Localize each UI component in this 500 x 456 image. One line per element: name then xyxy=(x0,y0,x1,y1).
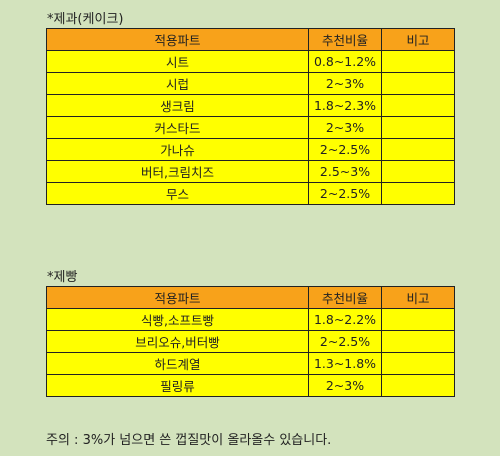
table-row: 가나슈 2~2.5% xyxy=(46,138,455,161)
note-cell xyxy=(381,352,455,375)
part-cell: 식빵,소프트빵 xyxy=(46,308,309,331)
ratio-cell: 2~3% xyxy=(308,116,382,139)
header-note: 비고 xyxy=(381,28,455,51)
ratio-cell: 2~2.5% xyxy=(308,138,382,161)
header-ratio: 추천비율 xyxy=(308,28,382,51)
part-cell: 시럽 xyxy=(46,72,309,95)
note-cell xyxy=(381,160,455,183)
table-header-row: 적용파트 추천비율 비고 xyxy=(46,286,455,309)
part-cell: 생크림 xyxy=(46,94,309,117)
note-cell xyxy=(381,330,455,353)
table-row: 브리오슈,버터빵 2~2.5% xyxy=(46,330,455,353)
header-part: 적용파트 xyxy=(46,286,309,309)
part-cell: 버터,크림치즈 xyxy=(46,160,309,183)
note-cell xyxy=(381,374,455,397)
table-row: 무스 2~2.5% xyxy=(46,182,455,205)
table-row: 식빵,소프트빵 1.8~2.2% xyxy=(46,308,455,331)
table-row: 커스타드 2~3% xyxy=(46,116,455,139)
ratio-cell: 1.8~2.3% xyxy=(308,94,382,117)
header-part: 적용파트 xyxy=(46,28,309,51)
header-note: 비고 xyxy=(381,286,455,309)
part-cell: 무스 xyxy=(46,182,309,205)
note-cell xyxy=(381,308,455,331)
section-cake-title: *제과(케이크) xyxy=(47,12,124,27)
cake-ratio-table: 적용파트 추천비율 비고 시트 0.8~1.2% 시럽 2~3% 생크림 1.8… xyxy=(46,28,455,205)
table-header-row: 적용파트 추천비율 비고 xyxy=(46,28,455,51)
caution-note: 주의 : 3%가 넘으면 쓴 껍질맛이 올라올수 있습니다. xyxy=(46,433,332,448)
ratio-cell: 0.8~1.2% xyxy=(308,50,382,73)
table-row: 생크림 1.8~2.3% xyxy=(46,94,455,117)
part-cell: 필링류 xyxy=(46,374,309,397)
part-cell: 시트 xyxy=(46,50,309,73)
table-row: 시럽 2~3% xyxy=(46,72,455,95)
part-cell: 브리오슈,버터빵 xyxy=(46,330,309,353)
table-row: 시트 0.8~1.2% xyxy=(46,50,455,73)
table-row: 버터,크림치즈 2.5~3% xyxy=(46,160,455,183)
part-cell: 커스타드 xyxy=(46,116,309,139)
note-cell xyxy=(381,72,455,95)
bread-ratio-table: 적용파트 추천비율 비고 식빵,소프트빵 1.8~2.2% 브리오슈,버터빵 2… xyxy=(46,286,455,397)
part-cell: 가나슈 xyxy=(46,138,309,161)
note-cell xyxy=(381,182,455,205)
note-cell xyxy=(381,138,455,161)
section-bread-title: *제빵 xyxy=(47,270,78,285)
part-cell: 하드계열 xyxy=(46,352,309,375)
table-row: 하드계열 1.3~1.8% xyxy=(46,352,455,375)
note-cell xyxy=(381,116,455,139)
ratio-cell: 2~2.5% xyxy=(308,330,382,353)
ratio-cell: 2~3% xyxy=(308,374,382,397)
note-cell xyxy=(381,94,455,117)
ratio-cell: 2.5~3% xyxy=(308,160,382,183)
table-row: 필링류 2~3% xyxy=(46,374,455,397)
ratio-cell: 1.3~1.8% xyxy=(308,352,382,375)
header-ratio: 추천비율 xyxy=(308,286,382,309)
note-cell xyxy=(381,50,455,73)
ratio-cell: 2~3% xyxy=(308,72,382,95)
ratio-cell: 2~2.5% xyxy=(308,182,382,205)
ratio-cell: 1.8~2.2% xyxy=(308,308,382,331)
